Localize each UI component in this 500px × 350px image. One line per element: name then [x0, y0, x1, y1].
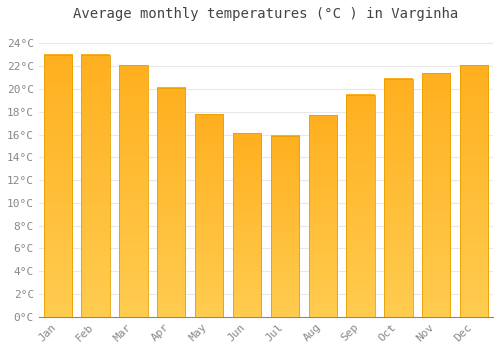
Bar — [233, 133, 261, 317]
Bar — [270, 136, 299, 317]
Bar — [233, 133, 261, 317]
Bar — [384, 79, 412, 317]
Bar — [82, 55, 110, 317]
Bar — [119, 65, 148, 317]
Bar — [460, 65, 488, 317]
Bar — [44, 55, 72, 317]
Bar — [195, 114, 224, 317]
Bar — [460, 65, 488, 317]
Title: Average monthly temperatures (°C ) in Varginha: Average monthly temperatures (°C ) in Va… — [74, 7, 458, 21]
Bar — [119, 65, 148, 317]
Bar — [308, 115, 337, 317]
Bar — [384, 79, 412, 317]
Bar — [346, 94, 375, 317]
Bar — [157, 88, 186, 317]
Bar — [82, 55, 110, 317]
Bar — [270, 136, 299, 317]
Bar — [422, 73, 450, 317]
Bar — [195, 114, 224, 317]
Bar — [308, 115, 337, 317]
Bar — [157, 88, 186, 317]
Bar — [44, 55, 72, 317]
Bar — [422, 73, 450, 317]
Bar — [346, 94, 375, 317]
